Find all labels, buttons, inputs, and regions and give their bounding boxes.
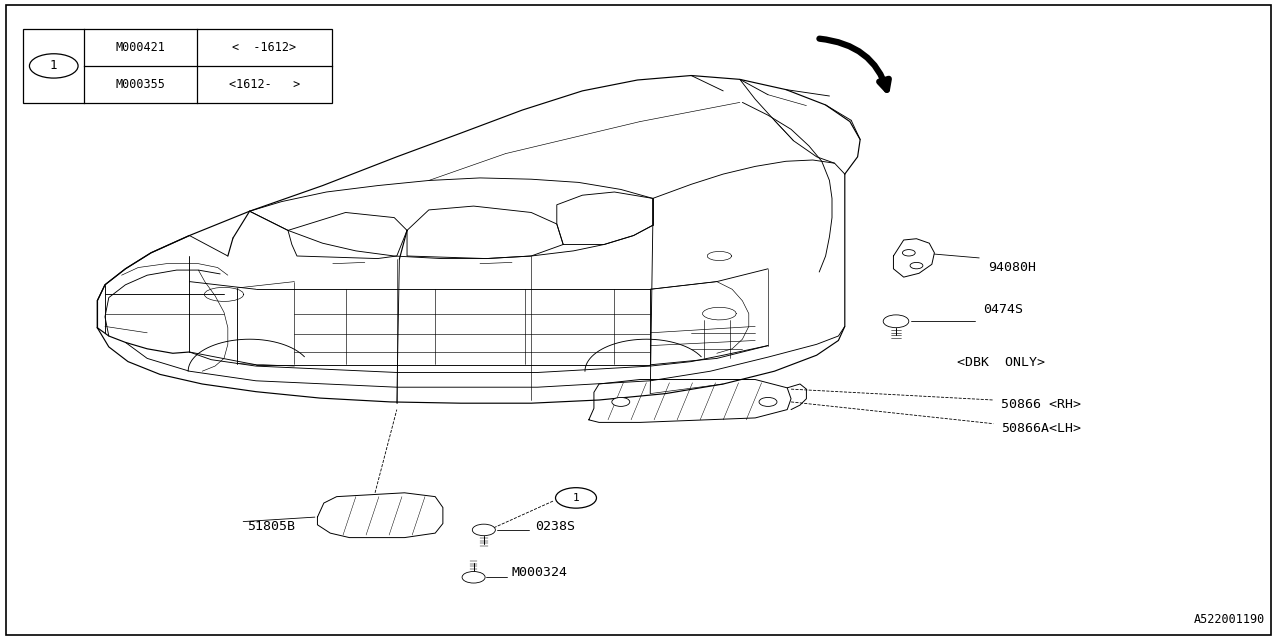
Text: <  -1612>: < -1612> [232, 41, 297, 54]
Text: M000355: M000355 [116, 78, 165, 91]
Circle shape [902, 250, 915, 256]
Circle shape [462, 572, 485, 583]
FancyArrowPatch shape [819, 38, 888, 90]
Circle shape [29, 54, 78, 78]
Text: A522001190: A522001190 [1193, 613, 1265, 626]
Text: 50866A<LH>: 50866A<LH> [1001, 422, 1080, 435]
Text: 50866 <RH>: 50866 <RH> [1001, 398, 1080, 411]
Bar [23, 29, 332, 103]
Text: M000421: M000421 [116, 41, 165, 54]
Text: M000324: M000324 [512, 566, 568, 579]
Circle shape [883, 315, 909, 328]
Circle shape [556, 488, 596, 508]
Text: 1: 1 [572, 493, 580, 503]
Text: <DBK  ONLY>: <DBK ONLY> [957, 356, 1046, 369]
Circle shape [759, 397, 777, 406]
Circle shape [612, 397, 630, 406]
Text: 51805B: 51805B [247, 520, 296, 532]
Circle shape [472, 524, 495, 536]
Text: 1: 1 [50, 60, 58, 72]
Text: 0238S: 0238S [535, 520, 575, 532]
Circle shape [910, 262, 923, 269]
Text: 94080H: 94080H [988, 261, 1037, 274]
Text: 0474S: 0474S [983, 303, 1023, 316]
Text: <1612-   >: <1612- > [229, 78, 300, 91]
